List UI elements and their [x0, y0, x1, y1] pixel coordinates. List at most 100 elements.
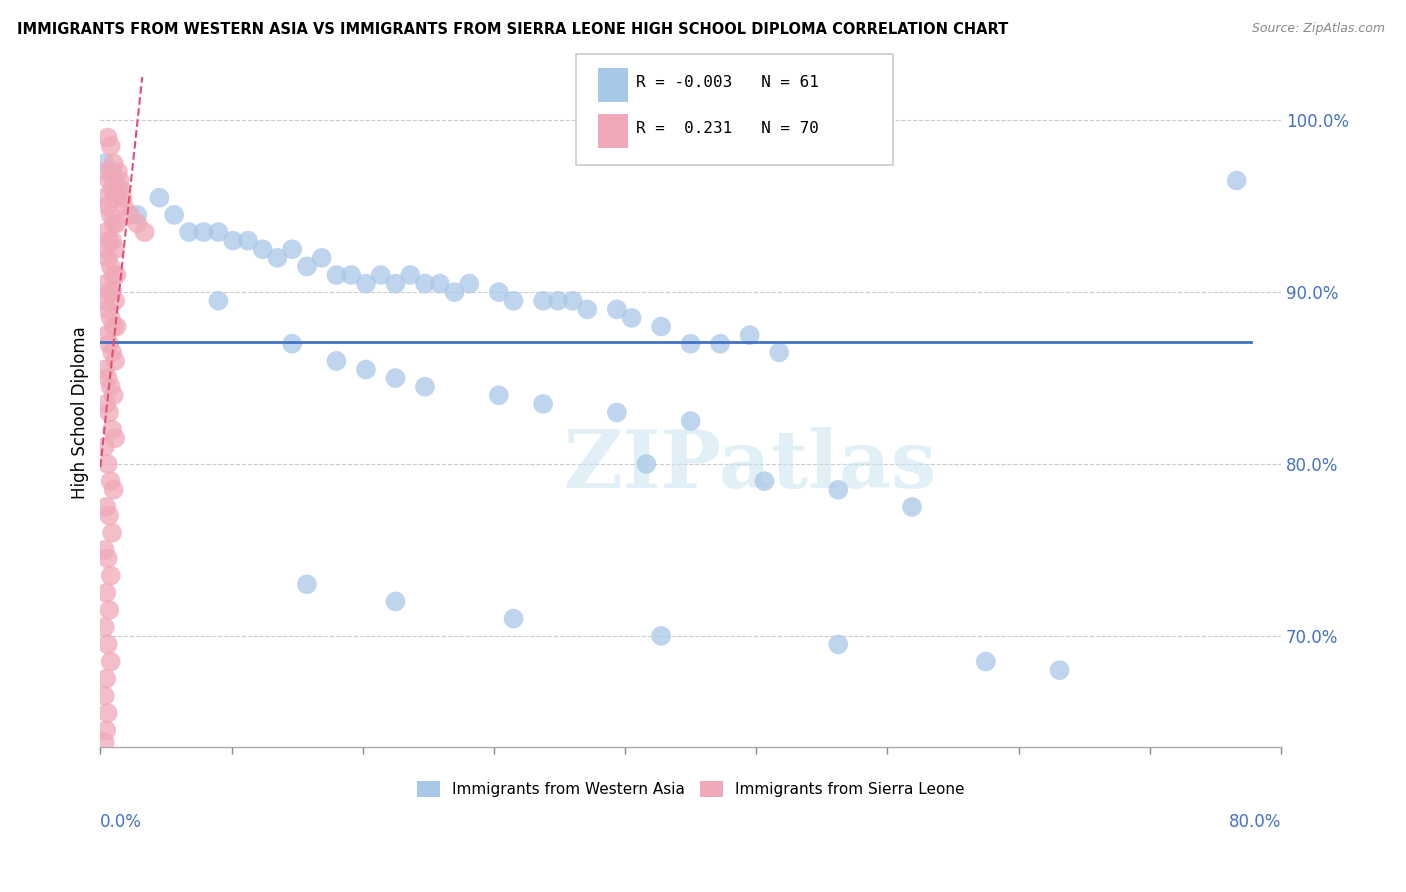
Point [101, 423, 124, 437]
Point [709, 336, 731, 351]
Point [107, 165, 129, 179]
Point [354, 362, 377, 376]
Point [207, 225, 229, 239]
Point [370, 268, 392, 282]
Point [103, 156, 125, 170]
Point [768, 345, 790, 359]
Point [96, 277, 118, 291]
Point [650, 319, 672, 334]
Point [94, 735, 117, 749]
Point [100, 655, 122, 669]
Point [103, 483, 125, 497]
Point [974, 655, 997, 669]
Point [576, 302, 599, 317]
Point [94, 191, 117, 205]
Point [105, 217, 128, 231]
Legend: Immigrants from Western Asia, Immigrants from Sierra Leone: Immigrants from Western Asia, Immigrants… [411, 775, 970, 804]
Point [413, 277, 436, 291]
Point [94, 620, 117, 634]
Point [1049, 663, 1071, 677]
Point [531, 293, 554, 308]
Point [98, 285, 121, 300]
Point [94, 440, 117, 454]
Point [103, 388, 125, 402]
Point [118, 208, 141, 222]
Point [97, 371, 120, 385]
Point [252, 242, 274, 256]
Point [901, 500, 924, 514]
Point [97, 706, 120, 720]
Point [148, 191, 170, 205]
Point [127, 217, 149, 231]
Point [101, 165, 124, 179]
Point [325, 354, 347, 368]
Point [96, 328, 118, 343]
Point [399, 268, 422, 282]
Point [94, 689, 117, 703]
Point [94, 542, 117, 557]
Point [100, 380, 122, 394]
Point [531, 397, 554, 411]
Text: R = -0.003   N = 61: R = -0.003 N = 61 [636, 75, 818, 90]
Point [107, 182, 129, 196]
Point [443, 285, 465, 300]
Point [101, 234, 124, 248]
Point [295, 577, 318, 591]
Text: Source: ZipAtlas.com: Source: ZipAtlas.com [1251, 22, 1385, 36]
Point [94, 293, 117, 308]
Point [488, 285, 510, 300]
Point [384, 371, 406, 385]
Point [222, 234, 245, 248]
Text: 0.0%: 0.0% [100, 813, 142, 830]
Point [94, 242, 117, 256]
Point [606, 302, 628, 317]
Text: IMMIGRANTS FROM WESTERN ASIA VS IMMIGRANTS FROM SIERRA LEONE HIGH SCHOOL DIPLOMA: IMMIGRANTS FROM WESTERN ASIA VS IMMIGRAN… [17, 22, 1008, 37]
Point [104, 354, 127, 368]
Point [97, 637, 120, 651]
Point [354, 277, 377, 291]
Point [98, 234, 121, 248]
Point [827, 483, 849, 497]
Point [100, 568, 122, 582]
Point [488, 388, 510, 402]
Point [100, 310, 122, 325]
Point [103, 217, 125, 231]
Point [110, 182, 132, 196]
Point [108, 173, 131, 187]
Point [100, 139, 122, 153]
Point [620, 310, 643, 325]
Point [679, 414, 702, 428]
Point [101, 182, 124, 196]
Point [340, 268, 363, 282]
Point [98, 173, 121, 187]
Point [104, 242, 127, 256]
Point [458, 277, 481, 291]
Point [606, 405, 628, 419]
Point [281, 336, 304, 351]
Point [96, 500, 118, 514]
Point [98, 508, 121, 523]
Point [266, 251, 288, 265]
Point [97, 551, 120, 566]
Point [281, 242, 304, 256]
Point [96, 165, 118, 179]
Point [96, 586, 118, 600]
Point [97, 130, 120, 145]
Point [97, 302, 120, 317]
Point [105, 319, 128, 334]
Point [97, 457, 120, 471]
Point [103, 268, 125, 282]
Point [96, 723, 118, 738]
Text: 80.0%: 80.0% [1229, 813, 1281, 830]
Point [207, 293, 229, 308]
Point [193, 225, 215, 239]
Point [112, 199, 135, 213]
Point [827, 637, 849, 651]
Point [384, 277, 406, 291]
Point [127, 208, 149, 222]
Point [679, 336, 702, 351]
Point [97, 251, 120, 265]
Point [101, 285, 124, 300]
Text: ZIPatlas: ZIPatlas [564, 427, 936, 505]
Point [98, 336, 121, 351]
